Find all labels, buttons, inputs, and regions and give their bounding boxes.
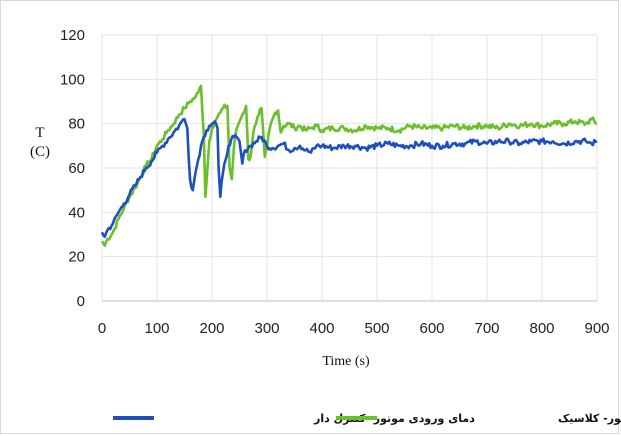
- x-tick-label: 500: [364, 320, 389, 337]
- x-tick-label: 700: [474, 320, 499, 337]
- y-tick-label: 20: [68, 249, 85, 266]
- x-tick-label: 300: [254, 320, 279, 337]
- grid-lines: [101, 34, 598, 302]
- y-axis-label-line2: (C): [30, 144, 50, 160]
- y-tick-labels: 0 20 40 60 80 100 120: [60, 27, 85, 310]
- legend-label-classic: دمای ورودی موتور- کلاسیک: [558, 412, 621, 425]
- x-axis-label: Time (s): [322, 354, 370, 369]
- legend: دمای ورودی موتور- کنترل دار دمای ورودی م…: [113, 412, 621, 425]
- x-tick-label: 400: [309, 320, 334, 337]
- x-tick-label: 200: [199, 320, 224, 337]
- legend-label-controlled: دمای ورودی موتور- کنترل دار: [313, 412, 475, 425]
- x-tick-label: 900: [584, 320, 609, 337]
- y-tick-label: 0: [77, 293, 85, 310]
- y-tick-label: 40: [68, 204, 85, 221]
- x-tick-label: 0: [98, 320, 106, 337]
- x-tick-labels: 0 100 200 300 400 500 600 700 800 900: [98, 320, 610, 337]
- y-tick-label: 80: [68, 116, 85, 133]
- x-tick-label: 100: [144, 320, 169, 337]
- series-line-controlled: [100, 117, 598, 238]
- y-tick-label: 120: [60, 27, 85, 44]
- series-line-classic: [100, 84, 598, 247]
- y-tick-label: 100: [60, 71, 85, 88]
- series-lines: [100, 84, 598, 247]
- x-tick-label: 800: [529, 320, 554, 337]
- y-axis-label-line1: T: [35, 125, 44, 141]
- y-tick-label: 60: [68, 160, 85, 177]
- x-tick-label: 600: [419, 320, 444, 337]
